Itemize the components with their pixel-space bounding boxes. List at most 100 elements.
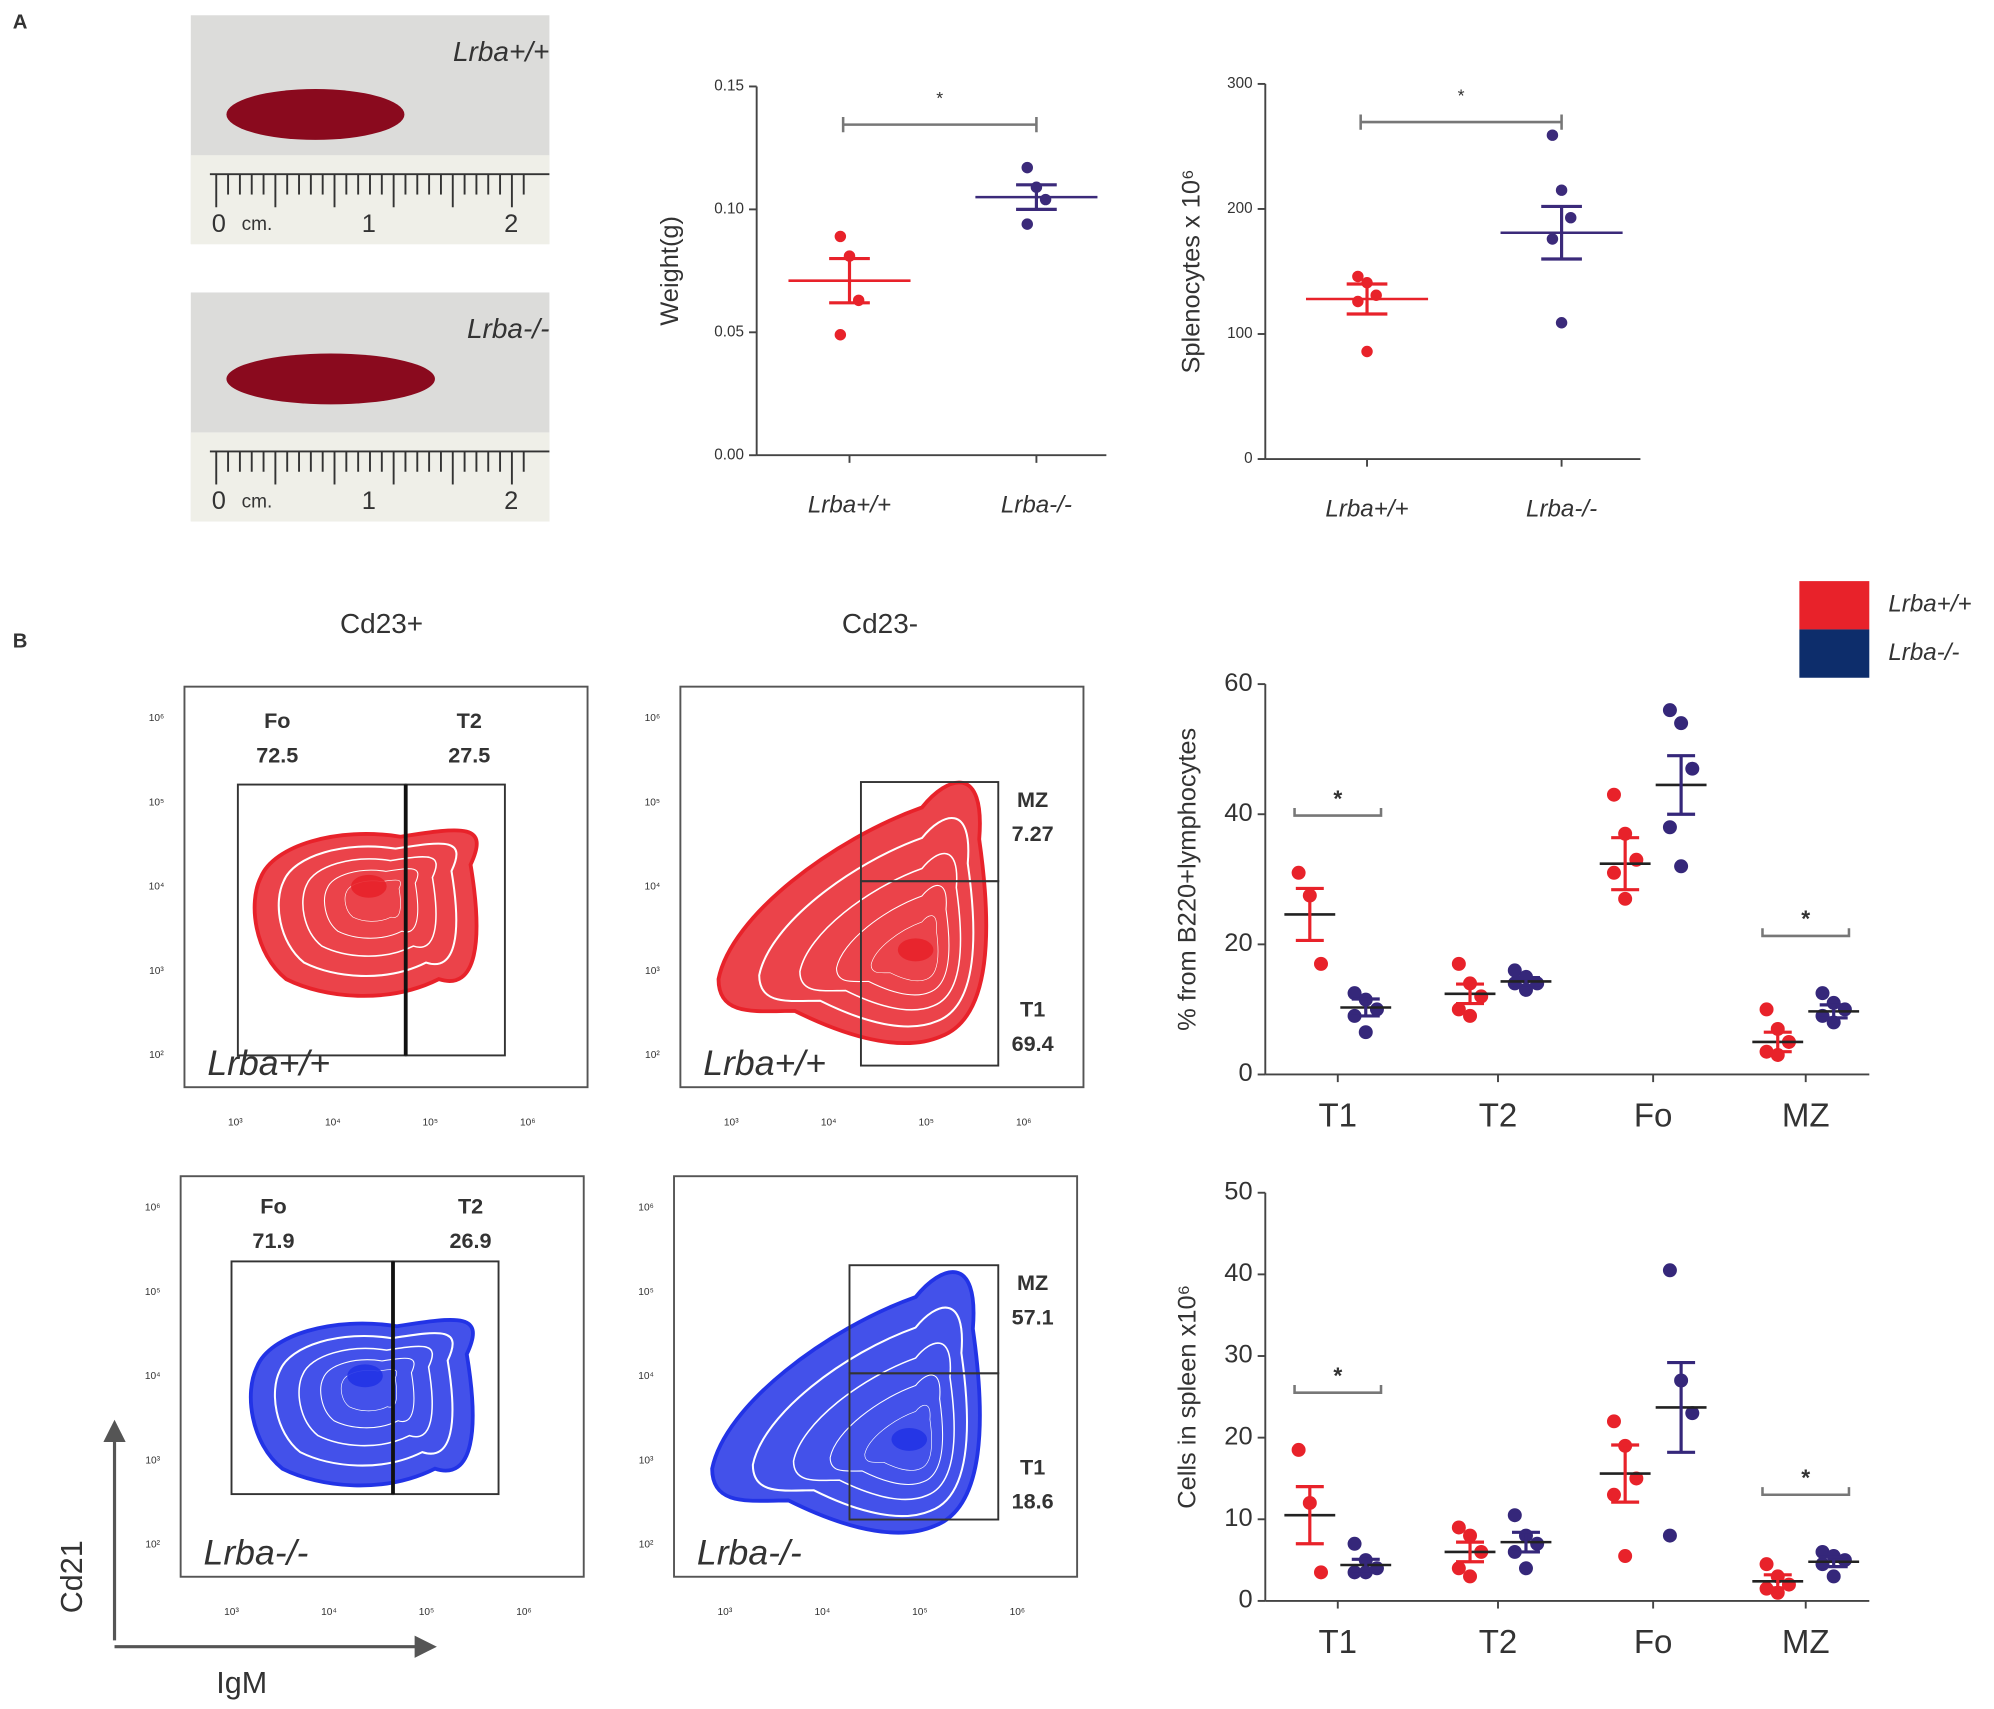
flow-y-tick: 10⁴	[149, 882, 165, 893]
significance-label: *	[1801, 906, 1810, 932]
data-point	[1629, 1471, 1644, 1486]
gate-name: T1	[1020, 1454, 1045, 1479]
contour	[829, 1374, 944, 1485]
flow-y-axis: Cd21	[55, 1540, 89, 1613]
contour-group	[710, 1270, 982, 1535]
data-point	[1507, 1508, 1522, 1523]
y-tick-label: 30	[1224, 1341, 1252, 1369]
data-point	[1021, 218, 1033, 230]
ruler	[190, 155, 550, 245]
y-tick-label: 0	[1238, 1586, 1252, 1614]
gate-value: 71.9	[252, 1228, 294, 1253]
legend-label: Lrba-/-	[1888, 639, 1959, 666]
data-point	[1039, 193, 1052, 206]
flow-y-tick: 10⁵	[645, 797, 661, 808]
contour	[799, 852, 962, 1011]
flow-x-tick: 10⁶	[1016, 1117, 1031, 1128]
x-tick-label: MZ	[1782, 1624, 1830, 1661]
flow-x-axis: IgM	[216, 1666, 267, 1700]
flow-y-tick: 10²	[149, 1050, 164, 1061]
panel-label: B	[13, 631, 28, 653]
y-axis-label: Cells in spleen x10⁶	[1174, 1285, 1202, 1509]
data-point	[1352, 295, 1364, 308]
flow-y-tick: 10⁵	[149, 797, 165, 808]
x-tick-label: Lrba+/+	[1325, 495, 1408, 522]
gate-value: 69.4	[1012, 1031, 1054, 1056]
gate-name: T2	[458, 1194, 483, 1219]
data-point	[1662, 703, 1677, 718]
contour-group	[716, 780, 989, 1045]
x-tick-label: T1	[1318, 1097, 1357, 1134]
flow-y-tick: 10⁶	[145, 1203, 160, 1214]
spleen	[226, 89, 405, 140]
y-tick-label: 40	[1224, 799, 1252, 827]
y-tick-label: 10	[1224, 1504, 1252, 1532]
data-point	[1291, 1442, 1306, 1457]
x-tick-label: T2	[1479, 1097, 1518, 1134]
legend-swatch	[1799, 629, 1870, 678]
gate-value: 26.9	[450, 1228, 492, 1253]
flow-x-tick: 10³	[228, 1117, 243, 1128]
gate	[859, 880, 1000, 1067]
data-point	[1352, 270, 1364, 283]
ruler-label: 1	[362, 487, 376, 515]
flow-y-tick: 10⁶	[638, 1203, 653, 1214]
y-tick-label: 0	[1238, 1059, 1252, 1087]
data-point	[1347, 1565, 1362, 1580]
gate-name: Fo	[260, 1194, 286, 1219]
flow-x-tick: 10⁴	[325, 1117, 341, 1128]
data-point	[1815, 986, 1830, 1001]
x-tick-label: Fo	[1634, 1624, 1673, 1661]
flow-x-tick: 10⁶	[516, 1607, 531, 1618]
y-tick-label: 300	[1227, 75, 1252, 92]
gate-name: Fo	[264, 708, 290, 733]
ruler-label: 1	[362, 210, 376, 238]
contour	[298, 1345, 434, 1447]
data-point	[1759, 1002, 1774, 1017]
data-point	[1546, 129, 1559, 141]
ruler-label: cm.	[242, 491, 273, 512]
photo-label: Lrba-/-	[467, 313, 549, 344]
significance-label: *	[1801, 1465, 1810, 1491]
flow-y-tick: 10²	[145, 1540, 160, 1551]
gate-name: MZ	[1017, 1270, 1048, 1295]
gate-value: 27.5	[448, 742, 490, 767]
significance-bracket	[1761, 928, 1851, 938]
data-point	[1662, 1528, 1677, 1543]
flow-x-tick: 10⁵	[423, 1117, 439, 1128]
significance-bracket	[1293, 1385, 1383, 1394]
flow-x-tick: 10⁵	[419, 1607, 435, 1618]
y-tick-label: 0.15	[714, 77, 744, 94]
data-point	[834, 230, 847, 243]
genotype-label: Lrba-/-	[204, 1533, 309, 1573]
flow-x-tick: 10⁴	[321, 1607, 337, 1618]
contour-core	[347, 1364, 383, 1388]
flow-y-tick: 10²	[645, 1050, 660, 1061]
data-point	[1451, 1520, 1466, 1535]
flow-y-tick: 10⁴	[145, 1371, 161, 1382]
data-point	[1781, 1577, 1796, 1592]
flow-y-tick: 10⁶	[645, 713, 660, 724]
data-point	[1674, 716, 1689, 731]
data-point	[1347, 986, 1362, 1001]
flow-y-tick: 10⁶	[149, 713, 164, 724]
gate-value: 18.6	[1012, 1489, 1054, 1514]
data-point	[1662, 820, 1677, 835]
data-point	[1618, 891, 1633, 906]
significance-bracket	[1293, 807, 1383, 817]
data-point	[1546, 233, 1559, 245]
contour	[273, 1332, 454, 1467]
x-tick-label: T1	[1318, 1624, 1357, 1661]
gate-value: 72.5	[256, 742, 298, 767]
x-tick-label: Lrba-/-	[1526, 495, 1597, 522]
ruler-label: cm.	[242, 214, 273, 235]
y-tick-label: 0.05	[714, 323, 744, 340]
significance-bracket	[1359, 114, 1563, 130]
column-title: Cd23+	[340, 608, 423, 639]
x-tick-label: Lrba-/-	[1001, 491, 1072, 518]
column-title: Cd23-	[842, 608, 918, 639]
data-point	[1518, 1561, 1533, 1576]
data-point	[1369, 1002, 1384, 1017]
spleen	[226, 353, 435, 405]
data-point	[1685, 761, 1700, 776]
